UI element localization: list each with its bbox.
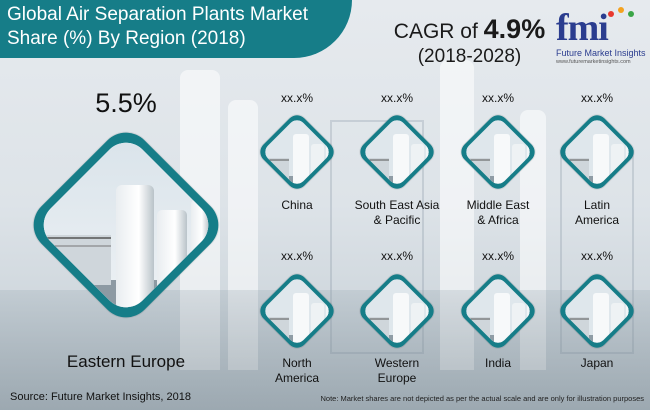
region-name: Middle East & Africa [448, 198, 548, 228]
region-value: xx.x% [580, 249, 613, 263]
region-name-line-1: India [484, 356, 512, 370]
region-value: xx.x% [280, 91, 313, 105]
region-name: China [247, 198, 347, 213]
logo-url: www.futuremarketinsights.com [556, 59, 631, 65]
region-name: South East Asia & Pacific [347, 198, 447, 228]
region-name: North America [247, 356, 347, 386]
fmi-logo: fmi Future Market Insights www.futuremar… [556, 7, 646, 70]
page-title: Global Air Separation Plants Market Shar… [7, 4, 308, 49]
title-band [0, 0, 352, 58]
region-name: Western Europe [347, 356, 447, 386]
region-value: xx.x% [380, 249, 413, 263]
disclaimer-note: Note: Market shares are not depicted as … [320, 394, 644, 403]
logo-name: Future Market Insights [556, 48, 646, 58]
region-name-line-2: & Pacific [373, 213, 421, 227]
logo-mark: fmi [556, 7, 609, 49]
region-name: India [448, 356, 548, 371]
region-name-line-1: China [281, 198, 313, 212]
region-name-line-1: Latin [583, 198, 611, 212]
region-name: Japan [547, 356, 647, 371]
region-name-line-1: South East Asia [354, 198, 440, 212]
cagr-period: (2018-2028) [417, 46, 522, 67]
region-name-line-2: & Africa [477, 213, 519, 227]
region-name-line-1: Japan [580, 356, 614, 370]
region-name-line-1: Western [374, 356, 420, 370]
cagr-value: 4.9% [483, 14, 546, 44]
region-name-line-2: America [274, 371, 319, 385]
region-value: xx.x% [380, 91, 413, 105]
region-name: Latin America [547, 198, 647, 228]
region-value: xx.x% [280, 249, 313, 263]
cagr-prefix: CAGR of [393, 20, 478, 43]
region-value: xx.x% [580, 91, 613, 105]
region-value: xx.x% [481, 91, 514, 105]
featured-region-name: Eastern Europe [66, 352, 186, 371]
region-value: xx.x% [481, 249, 514, 263]
region-name-line-1: Middle East [466, 198, 530, 212]
region-name-line-2: America [574, 213, 619, 227]
region-name-line-1: North [282, 356, 312, 370]
featured-region-value: 5.5% [95, 88, 157, 118]
source-text: Source: Future Market Insights, 2018 [10, 391, 191, 403]
cagr-block: CAGR of 4.9% (2018-2028) [392, 16, 547, 69]
region-name-line-2: Europe [377, 371, 417, 385]
